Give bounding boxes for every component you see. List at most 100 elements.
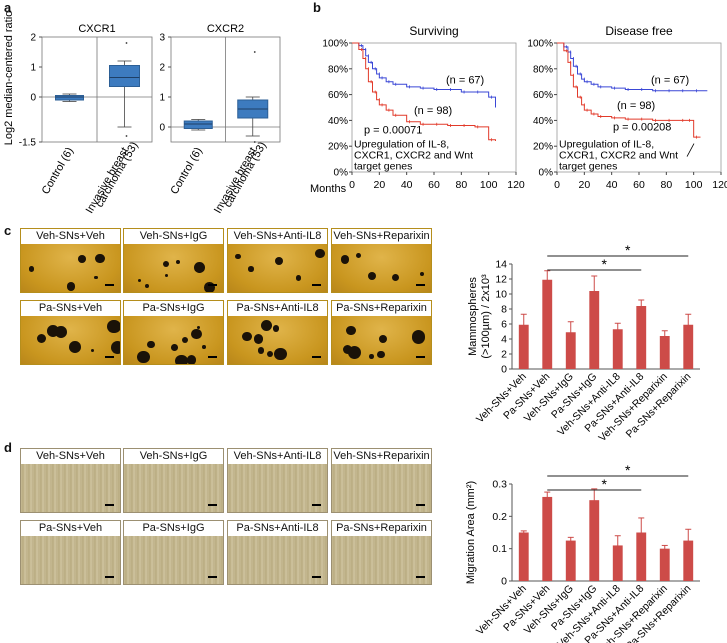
micrograph-label: Pa-SNs+Veh [21, 521, 120, 536]
bar [659, 336, 670, 369]
bar [518, 324, 529, 369]
a-ylabel: Log2 median-centered ratio [3, 11, 15, 146]
mammosphere [204, 282, 215, 292]
outlier-point [125, 42, 128, 44]
x-tick-label: 20 [373, 179, 385, 191]
mammosphere [36, 334, 46, 344]
note-line: target genes [354, 160, 412, 172]
y-tick-label: 100% [527, 39, 553, 50]
n-label-blue: (n = 67) [651, 75, 689, 87]
bar [565, 540, 576, 581]
micrograph-label: Pa-SNs+Anti-IL8 [228, 301, 327, 316]
n-label-red: (n = 98) [414, 105, 452, 117]
mammosphere [253, 333, 264, 344]
mammosphere [175, 259, 181, 265]
outlier-point [253, 141, 256, 143]
y-tick-label: 0 [501, 576, 507, 588]
b-xlabel: Months [310, 183, 347, 195]
mammosphere [346, 325, 356, 336]
micrograph-c-1-3: Pa-SNs+Reparixin [331, 300, 432, 365]
scale-bar [416, 576, 425, 578]
bar [683, 324, 694, 369]
panel-letter-d: d [4, 440, 12, 455]
km-title: Disease free [605, 24, 673, 38]
bar [683, 540, 694, 581]
panel-a-boxplots: Log2 median-centered ratio CXCR1210-1.5C… [3, 11, 281, 215]
y-tick-label: 60% [533, 90, 553, 101]
note-line: Upregulation of IL-8, [559, 138, 654, 150]
y-tick-label: 10 [495, 289, 507, 301]
x-tick-label: 80 [660, 179, 672, 191]
micrograph-label: Pa-SNs+Anti-IL8 [228, 521, 327, 536]
category-label: Control (6) [168, 146, 204, 197]
mammosphere [295, 275, 302, 282]
km-curve-red [557, 42, 701, 138]
outlier-point [125, 135, 128, 137]
n-label-red: (n = 98) [617, 100, 655, 112]
bar [636, 306, 647, 369]
micrograph-c-1-1: Pa-SNs+IgG [123, 300, 224, 365]
mammosphere [28, 266, 35, 272]
y-tick-label: 8 [501, 304, 507, 316]
micrograph-label: Pa-SNs+IgG [124, 301, 223, 316]
bar [659, 548, 670, 581]
mammosphere [242, 332, 252, 342]
mammosphere [258, 347, 265, 354]
x-tick-label: 120 [507, 179, 525, 191]
mammosphere [260, 320, 272, 332]
micrograph-c-0-2: Veh-SNs+Anti-IL8 [227, 228, 328, 293]
box-iqr [55, 95, 84, 101]
mammosphere [171, 344, 178, 352]
mammosphere [191, 328, 202, 340]
panel-c-bar-chart: 02468101214Veh-SNs+VehPa-SNs+VehVeh-SNs+… [467, 242, 700, 440]
y-tick-label: 0.1 [492, 543, 507, 555]
mammosphere [355, 252, 361, 258]
pointer-line [686, 143, 695, 157]
x-tick-label: 0 [349, 179, 355, 191]
bar [589, 500, 600, 581]
category-label: Invasive breastcarcinoma (53) [84, 137, 141, 215]
micrograph-d-0-1: Veh-SNs+IgG [123, 448, 224, 513]
y-tick-label: 100% [322, 39, 348, 50]
y-tick-label: 2 [501, 349, 507, 361]
y-axis-label: (>100µm) / 2x10³ [480, 274, 492, 359]
micrograph-c-1-2: Pa-SNs+Anti-IL8 [227, 300, 328, 365]
mammosphere [379, 335, 388, 344]
y-tick-label: -1.5 [19, 138, 37, 149]
mammosphere [342, 345, 353, 355]
bar [636, 532, 647, 581]
scale-bar [416, 284, 425, 286]
y-tick-label: 3 [159, 33, 165, 44]
outlier-point [253, 51, 256, 53]
p-value: p = 0.00208 [613, 122, 671, 134]
significance-star: * [602, 476, 608, 492]
box-title: CXCR2 [207, 23, 244, 35]
mammosphere [391, 273, 399, 281]
note-line: CXCR1, CXCR2 and Wnt [559, 149, 678, 161]
scale-bar [416, 356, 425, 358]
km-title: Surviving [409, 24, 458, 38]
y-tick-label: 0.3 [492, 479, 507, 491]
panel-letter-b: b [313, 0, 321, 15]
bar [518, 532, 529, 581]
y-tick-label: 0 [159, 123, 165, 134]
scale-bar [105, 504, 114, 506]
mammosphere [196, 325, 201, 330]
micrograph-label: Veh-SNs+Anti-IL8 [228, 229, 327, 244]
x-tick-label: 80 [455, 179, 467, 191]
scale-bar [208, 576, 217, 578]
y-axis-label: Mammospheres [467, 277, 479, 356]
category-label: Invasive breastcarcinoma (53) [212, 137, 269, 215]
significance-star: * [625, 242, 631, 258]
x-tick-label: 40 [606, 179, 618, 191]
panel-letter-c: c [4, 223, 12, 238]
significance-star: * [625, 462, 631, 478]
mammosphere [411, 330, 425, 344]
micrograph-label: Veh-SNs+Veh [21, 229, 120, 244]
mammosphere [94, 275, 98, 280]
mammosphere [419, 271, 425, 276]
mammosphere [78, 255, 86, 263]
km-curve-blue [557, 42, 708, 92]
mammosphere [95, 253, 105, 264]
scale-bar [312, 356, 321, 358]
